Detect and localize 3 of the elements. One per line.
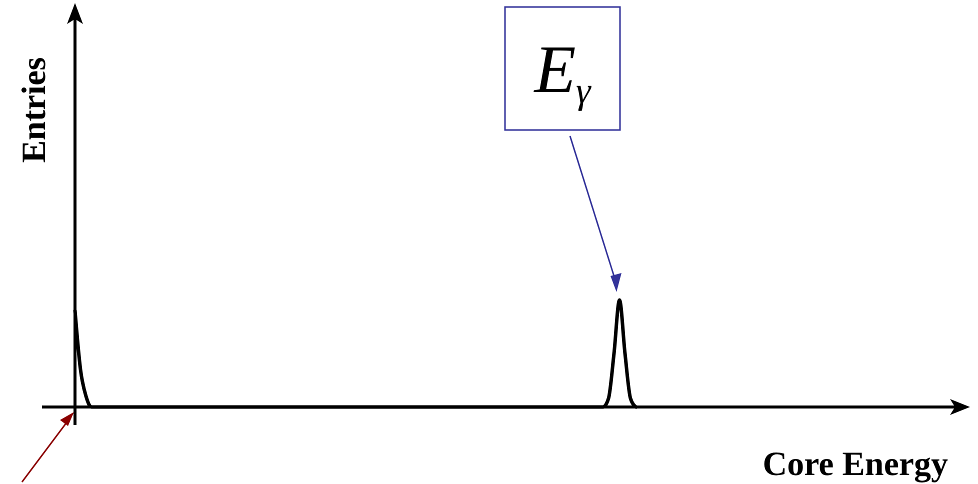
x-axis-title: Core Energy bbox=[762, 446, 948, 483]
text: E$_{γ}$ bbox=[533, 31, 592, 112]
y-axis-title: Entries bbox=[16, 57, 53, 163]
